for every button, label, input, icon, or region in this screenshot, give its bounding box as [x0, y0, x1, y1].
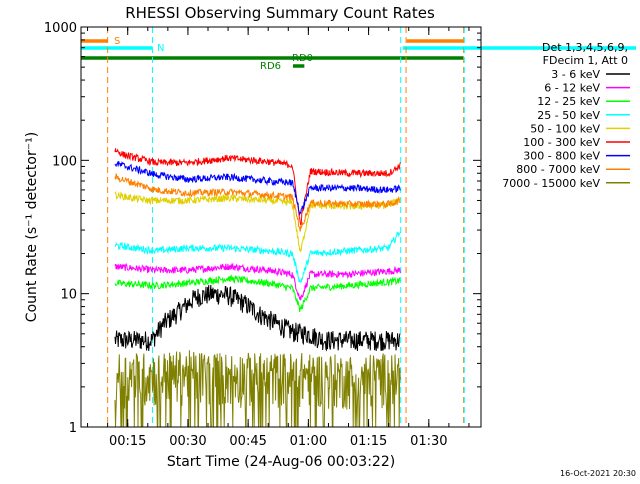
- x-axis: 00:15 00:30 00:45 01:00 01:15 01:30: [87, 27, 470, 449]
- series-line-4: [114, 231, 401, 284]
- legend-header-line1: Det 1,3,4,5,6,9,: [542, 41, 628, 54]
- timestamp: 16-Oct-2021 20:30: [560, 469, 636, 478]
- legend-entry-label: 100 - 300 keV: [523, 136, 600, 149]
- legend: Det 1,3,4,5,6,9,FDecim 1, Att 03 - 6 keV…: [502, 41, 630, 190]
- x-axis-label: Start Time (24-Aug-06 00:03:22): [167, 454, 395, 470]
- vertical-markers: [107, 27, 465, 427]
- y-axis: 1 10 100 1000: [44, 21, 481, 436]
- legend-entry-label: 50 - 100 keV: [530, 122, 600, 135]
- legend-entry-label: 300 - 800 keV: [523, 150, 600, 163]
- x-tick-label: 00:45: [229, 434, 266, 449]
- x-tick-label: 01:30: [410, 434, 447, 449]
- series-line-1: [114, 284, 401, 352]
- y-axis-label: Count Rate (s⁻¹ detector⁻¹): [24, 132, 40, 322]
- flag-label-rd6: RD6: [260, 61, 281, 72]
- flag-label-s: S: [114, 36, 120, 47]
- y-tick-label: 10: [60, 288, 77, 303]
- series-line-6: [114, 148, 401, 226]
- legend-entry-label: 6 - 12 keV: [544, 82, 600, 95]
- series-line-5: [114, 190, 401, 253]
- legend-header-line2: FDecim 1, Att 0: [543, 54, 628, 67]
- flag-label-rd0: RD0: [292, 53, 313, 64]
- legend-entry-label: 12 - 25 keV: [537, 95, 600, 108]
- legend-entry-label: 7000 - 15000 keV: [502, 177, 600, 190]
- series-line-9: [114, 350, 401, 428]
- flag-label-n: N: [157, 43, 164, 54]
- x-tick-label: 01:15: [350, 434, 387, 449]
- series-line-3: [114, 274, 401, 312]
- series-line-2: [114, 262, 401, 301]
- series-line-8: [114, 173, 401, 232]
- legend-entry-label: 800 - 7000 keV: [516, 163, 600, 176]
- y-tick-label: 1000: [44, 21, 77, 36]
- x-tick-label: 01:00: [290, 434, 327, 449]
- plot-frame: [80, 26, 482, 428]
- chart-title: RHESSI Observing Summary Count Rates: [125, 4, 435, 22]
- series-lines: [114, 148, 401, 428]
- y-tick-label: 100: [52, 154, 77, 169]
- y-tick-label: 1: [69, 421, 77, 436]
- series-line-7: [114, 160, 401, 216]
- flag-bars: S N RD0 RD6: [81, 36, 636, 72]
- x-tick-label: 00:30: [169, 434, 206, 449]
- x-tick-label: 00:15: [109, 434, 146, 449]
- legend-entry-label: 25 - 50 keV: [537, 109, 600, 122]
- legend-entry-label: 3 - 6 keV: [551, 68, 600, 81]
